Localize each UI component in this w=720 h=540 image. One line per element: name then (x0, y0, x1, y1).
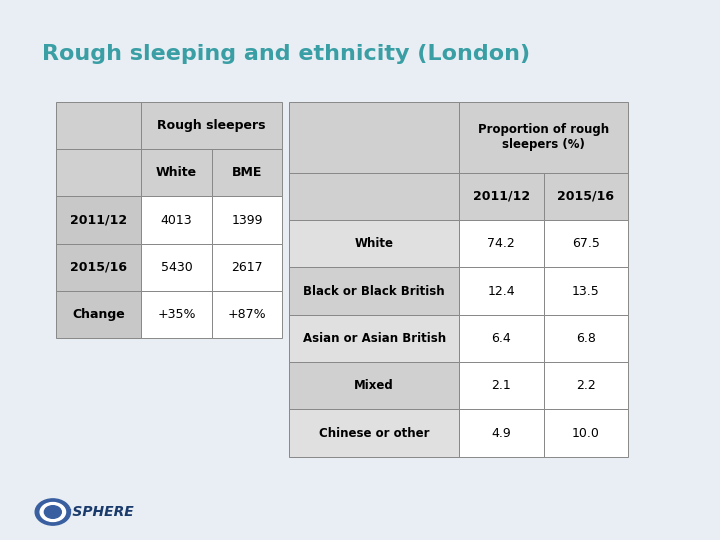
Text: 5430: 5430 (161, 261, 192, 274)
Text: Rough sleeping and ethnicity (London): Rough sleeping and ethnicity (London) (42, 44, 531, 64)
FancyBboxPatch shape (56, 197, 141, 244)
FancyBboxPatch shape (56, 102, 141, 149)
FancyBboxPatch shape (141, 197, 212, 244)
FancyBboxPatch shape (459, 267, 544, 315)
Text: +87%: +87% (228, 308, 266, 321)
Text: 67.5: 67.5 (572, 237, 600, 250)
Text: 6.4: 6.4 (491, 332, 511, 345)
FancyBboxPatch shape (141, 244, 212, 291)
FancyBboxPatch shape (459, 315, 544, 362)
FancyBboxPatch shape (289, 315, 459, 362)
FancyBboxPatch shape (289, 267, 459, 315)
Circle shape (45, 505, 61, 518)
Text: 10.0: 10.0 (572, 427, 600, 440)
Text: 2011/12: 2011/12 (472, 190, 530, 203)
Text: 6.8: 6.8 (576, 332, 596, 345)
Text: 12.4: 12.4 (487, 285, 515, 298)
FancyBboxPatch shape (212, 149, 282, 197)
FancyBboxPatch shape (544, 315, 629, 362)
Text: BME: BME (232, 166, 262, 179)
FancyBboxPatch shape (56, 149, 141, 197)
Circle shape (35, 499, 71, 525)
FancyBboxPatch shape (141, 102, 282, 149)
Text: Asian or Asian British: Asian or Asian British (302, 332, 446, 345)
Text: 2015/16: 2015/16 (557, 190, 614, 203)
Text: 4013: 4013 (161, 213, 192, 226)
Text: 1399: 1399 (231, 213, 263, 226)
FancyBboxPatch shape (212, 197, 282, 244)
FancyBboxPatch shape (141, 291, 212, 339)
Text: White: White (355, 237, 394, 250)
FancyBboxPatch shape (544, 173, 629, 220)
Text: Black or Black British: Black or Black British (303, 285, 445, 298)
Text: 2617: 2617 (231, 261, 263, 274)
Text: I·SPHERE: I·SPHERE (63, 505, 135, 519)
FancyBboxPatch shape (459, 409, 544, 457)
Text: 2011/12: 2011/12 (70, 213, 127, 226)
Text: 2.1: 2.1 (491, 379, 511, 392)
FancyBboxPatch shape (459, 173, 544, 220)
Text: Rough sleepers: Rough sleepers (158, 119, 266, 132)
Text: 2015/16: 2015/16 (71, 261, 127, 274)
FancyBboxPatch shape (459, 362, 544, 409)
Text: 2.2: 2.2 (576, 379, 596, 392)
Text: White: White (156, 166, 197, 179)
Text: Change: Change (73, 308, 125, 321)
FancyBboxPatch shape (544, 267, 629, 315)
FancyBboxPatch shape (289, 220, 459, 267)
Circle shape (40, 503, 66, 522)
FancyBboxPatch shape (544, 362, 629, 409)
FancyBboxPatch shape (289, 409, 459, 457)
FancyBboxPatch shape (289, 102, 459, 173)
FancyBboxPatch shape (289, 362, 459, 409)
Text: Mixed: Mixed (354, 379, 394, 392)
Text: 13.5: 13.5 (572, 285, 600, 298)
FancyBboxPatch shape (459, 220, 544, 267)
FancyBboxPatch shape (459, 102, 629, 173)
FancyBboxPatch shape (544, 409, 629, 457)
FancyBboxPatch shape (141, 149, 212, 197)
Text: +35%: +35% (157, 308, 196, 321)
Text: Chinese or other: Chinese or other (319, 427, 429, 440)
Text: 74.2: 74.2 (487, 237, 515, 250)
FancyBboxPatch shape (56, 291, 141, 339)
Text: 4.9: 4.9 (491, 427, 511, 440)
FancyBboxPatch shape (212, 244, 282, 291)
Text: Proportion of rough
sleepers (%): Proportion of rough sleepers (%) (478, 123, 609, 151)
FancyBboxPatch shape (289, 173, 459, 220)
FancyBboxPatch shape (56, 244, 141, 291)
FancyBboxPatch shape (544, 220, 629, 267)
FancyBboxPatch shape (212, 291, 282, 339)
